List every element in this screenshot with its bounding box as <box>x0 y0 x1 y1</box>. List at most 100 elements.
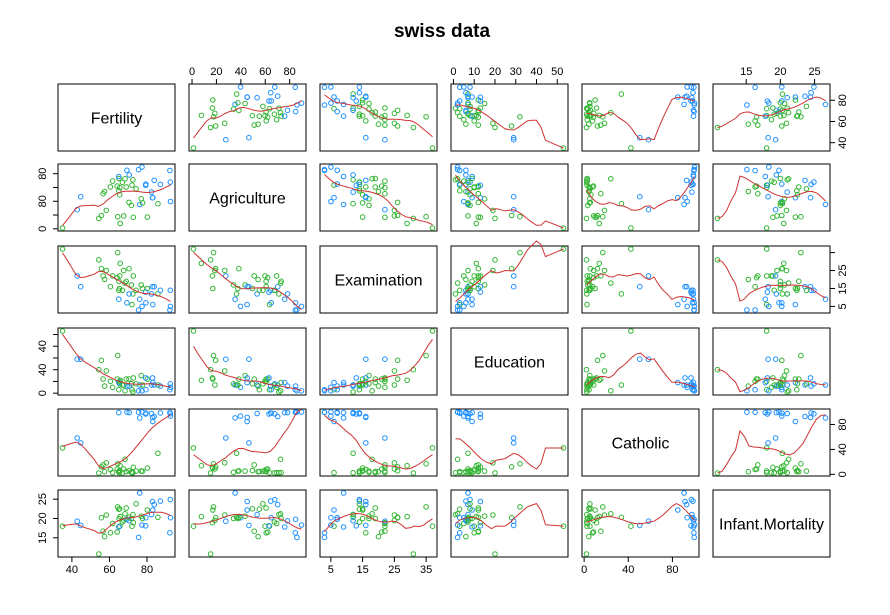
data-point <box>798 352 804 359</box>
data-point <box>136 415 143 421</box>
data-point <box>637 356 643 363</box>
data-point <box>779 107 786 114</box>
data-point <box>340 409 347 416</box>
data-point <box>776 167 782 174</box>
data-point <box>683 177 690 184</box>
data-point <box>124 409 130 416</box>
data-point <box>331 194 337 201</box>
data-point <box>382 178 388 184</box>
data-point <box>120 213 127 219</box>
tick-label: 80 <box>284 66 296 78</box>
panel-education-vs-agriculture <box>188 327 307 396</box>
data-point <box>266 386 273 393</box>
data-point <box>475 122 482 128</box>
data-point <box>764 182 771 189</box>
data-point <box>130 273 137 279</box>
data-point <box>772 273 779 279</box>
data-point <box>107 184 114 190</box>
data-point <box>404 220 410 227</box>
tick-label: 15 <box>837 282 849 294</box>
tick-label: 30 <box>510 66 522 78</box>
data-point <box>198 462 205 469</box>
data-point <box>628 145 634 151</box>
data-point <box>375 533 382 540</box>
panel-agriculture-vs-catholic <box>581 163 700 232</box>
data-point <box>463 172 469 178</box>
data-point <box>779 303 785 310</box>
data-point <box>510 273 517 279</box>
data-point <box>779 357 785 364</box>
data-point <box>594 123 601 129</box>
data-point <box>221 267 228 274</box>
data-point <box>256 113 263 119</box>
data-point <box>103 512 110 518</box>
tick-label: 15 <box>740 66 752 78</box>
data-point <box>794 381 801 387</box>
data-point <box>263 505 269 511</box>
data-point <box>246 134 252 141</box>
panel-catholic-vs-infant-mortality <box>712 408 831 477</box>
data-point <box>792 301 799 308</box>
data-point <box>714 470 721 476</box>
data-point <box>246 356 252 363</box>
data-point <box>142 375 149 381</box>
data-point <box>456 287 463 294</box>
data-point <box>584 515 591 522</box>
data-point <box>256 386 263 393</box>
data-point <box>768 116 775 123</box>
data-point <box>382 136 388 143</box>
data-point <box>262 112 268 119</box>
data-point <box>781 112 787 119</box>
data-point <box>755 190 761 197</box>
data-point <box>755 462 761 468</box>
data-point <box>763 273 770 279</box>
data-point <box>77 283 84 290</box>
data-point <box>223 518 229 525</box>
smooth-line <box>586 96 695 141</box>
data-point <box>608 388 614 394</box>
data-point <box>492 470 498 476</box>
data-point <box>682 498 688 505</box>
data-point <box>752 84 758 91</box>
data-point <box>772 206 779 213</box>
data-point <box>276 511 282 518</box>
tick-label: 40 <box>622 564 634 576</box>
data-point <box>467 506 473 512</box>
data-point <box>236 376 242 382</box>
data-point <box>350 518 356 524</box>
data-point <box>477 414 484 421</box>
data-point <box>117 513 123 520</box>
data-point <box>475 214 482 220</box>
data-point <box>263 278 269 285</box>
panel-catholic-vs-examination <box>319 408 438 477</box>
data-point <box>167 530 173 536</box>
data-point <box>223 136 229 143</box>
data-point <box>688 375 694 381</box>
data-point <box>765 283 771 290</box>
data-point <box>356 84 363 90</box>
data-point <box>691 164 698 170</box>
data-point <box>255 383 261 389</box>
data-point <box>681 490 687 496</box>
data-point <box>274 93 281 99</box>
data-point <box>116 278 122 285</box>
data-point <box>350 514 356 521</box>
data-point <box>251 462 257 468</box>
data-point <box>477 182 484 189</box>
data-point <box>456 530 463 536</box>
data-point <box>103 207 110 214</box>
data-point <box>423 114 429 120</box>
data-point <box>363 184 369 190</box>
data-point <box>508 123 515 129</box>
data-point <box>463 89 469 96</box>
data-point <box>469 175 475 182</box>
tick-label: 0 <box>581 564 587 576</box>
data-point <box>363 440 369 446</box>
panel-fertility-vs-fertility: Fertility <box>57 83 176 152</box>
data-point <box>260 501 266 507</box>
panel-grid: Fertility Agriculture Examination Education… <box>37 66 849 576</box>
data-point <box>465 468 471 475</box>
panel-frame <box>450 245 569 314</box>
data-point <box>101 276 108 283</box>
tick-label: 5 <box>837 303 849 309</box>
